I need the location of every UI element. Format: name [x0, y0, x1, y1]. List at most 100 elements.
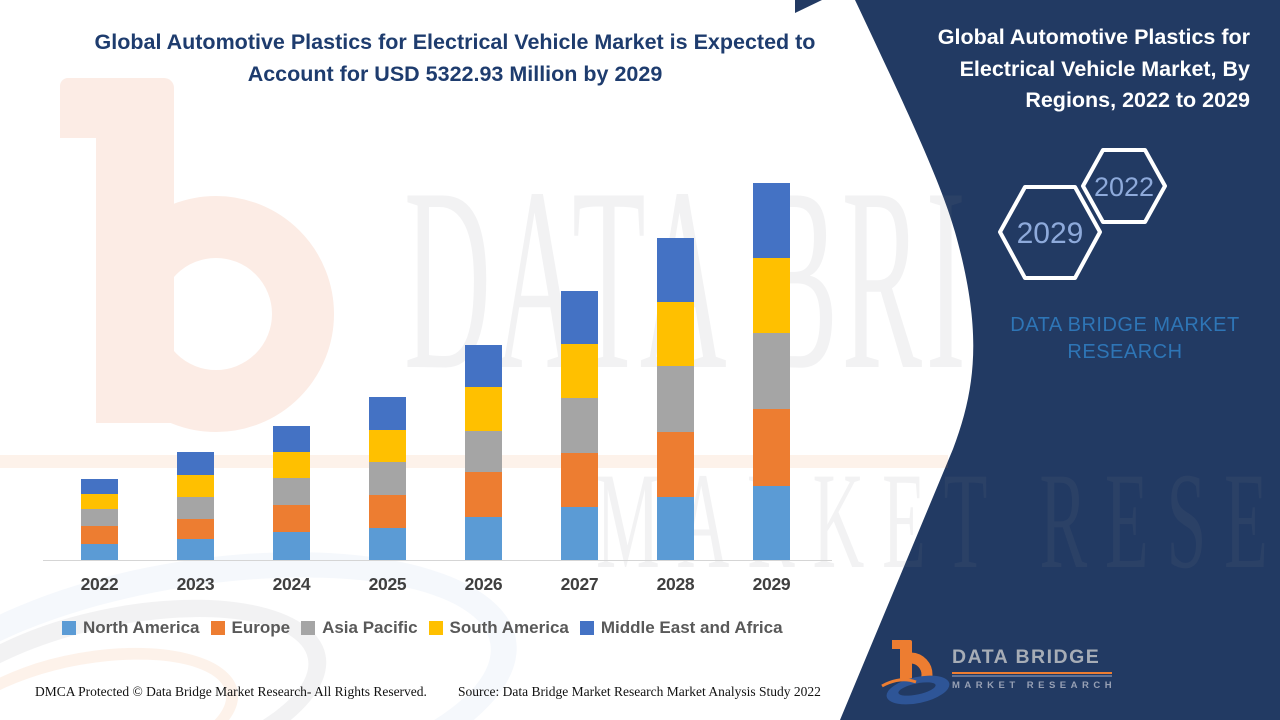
legend-label: North America: [83, 618, 200, 637]
legend-swatch-icon: [579, 621, 594, 635]
x-axis-label: 2027: [560, 574, 599, 594]
stacked-bar-2026: [465, 345, 502, 560]
bar-segment: [81, 544, 118, 560]
bar-segment: [369, 397, 406, 430]
bar-segment: [177, 497, 214, 519]
legend-swatch-icon: [210, 621, 225, 635]
bar-segment: [753, 409, 790, 486]
stacked-bar-2028: [657, 238, 694, 560]
legend-swatch-icon: [62, 621, 76, 635]
legend-item: North America: [62, 618, 200, 638]
chart-title-line1: Global Automotive Plastics for Electrica…: [94, 30, 816, 54]
bar-segment: [657, 432, 694, 497]
dbmr-logo-rule: [952, 675, 1112, 677]
hexagon-2022-shape: [1081, 148, 1167, 224]
stacked-bar-2024: [273, 426, 310, 560]
x-axis-label: 2028: [656, 574, 695, 594]
bar-segment: [273, 532, 310, 560]
bar-segment: [81, 509, 118, 526]
legend-item: Asia Pacific: [301, 618, 418, 638]
brand-line1: DATA BRIDGE MARKET: [1010, 314, 1240, 336]
bar-segment: [561, 344, 598, 398]
x-axis-label: 2029: [752, 574, 791, 594]
legend-swatch-icon: [301, 621, 316, 635]
bar-segment: [657, 302, 694, 366]
footer-source-text: Source: Data Bridge Market Research Mark…: [458, 684, 821, 699]
dbmr-logo: DATA BRIDGE MARKET RESEARCH: [880, 630, 1140, 705]
bar-segment: [369, 462, 406, 495]
dbmr-logo-b-icon: [881, 640, 950, 705]
legend-label: Europe: [231, 618, 291, 637]
x-axis-label: 2026: [464, 574, 503, 594]
x-axis-line: [43, 560, 832, 561]
bar-segment: [561, 453, 598, 507]
dbmr-logo-name: DATA BRIDGE: [952, 646, 1112, 674]
bar-segment: [465, 517, 502, 560]
x-axis-label: 2025: [368, 574, 407, 594]
stacked-bar-2022: [81, 479, 118, 560]
side-panel-shape: [840, 0, 1280, 720]
year-hexagons: 2022 2029: [998, 148, 1167, 280]
bar-segment: [657, 497, 694, 560]
hexagon-2029-label: 2029: [1017, 217, 1084, 250]
panel-title-line2: Electrical Vehicle Market, By: [959, 56, 1250, 81]
hexagon-2029-shape: [998, 185, 1102, 280]
bar-segment: [753, 258, 790, 333]
legend-swatch-icon: [428, 621, 443, 635]
legend-item: South America: [428, 618, 569, 638]
bar-segment: [465, 472, 502, 517]
legend-item: Europe: [210, 618, 291, 638]
x-axis-label: 2024: [272, 574, 311, 594]
bar-segment: [369, 430, 406, 462]
bar-segment: [369, 495, 406, 528]
bar-segment: [753, 183, 790, 258]
stacked-bar-2029: [753, 183, 790, 560]
dbmr-logo-subtitle: MARKET RESEARCH: [952, 680, 1117, 691]
bar-segment: [81, 494, 118, 509]
x-axis-label: 2023: [176, 574, 215, 594]
legend-label: Middle East and Africa: [600, 618, 783, 637]
bar-segment: [273, 505, 310, 532]
hexagon-2022-label: 2022: [1094, 172, 1154, 202]
bar-segment: [273, 478, 310, 505]
bar-segment: [177, 519, 214, 539]
footer-dmca-text: DMCA Protected © Data Bridge Market Rese…: [35, 684, 427, 699]
bar-segment: [657, 238, 694, 302]
bar-segment: [273, 426, 310, 452]
stacked-bar-chart: 2022 2023 2024 2025 2026 2027 2028 2029: [43, 183, 832, 594]
corner-sliver-shape: [795, 0, 822, 13]
bar-segment: [81, 526, 118, 544]
brand-line2: RESEARCH: [1067, 341, 1183, 363]
bar-segment: [81, 479, 118, 494]
bar-segment: [561, 291, 598, 344]
panel-title-line3: Regions, 2022 to 2029: [1025, 88, 1250, 112]
panel-title: Global Automotive Plastics for Electrica…: [925, 22, 1250, 117]
bar-segment: [753, 333, 790, 409]
chart-title-line2: Account for USD 5322.93 Million by 2029: [247, 62, 663, 86]
legend-item: Middle East and Africa: [579, 618, 783, 638]
chart-title: Global Automotive Plastics for Electrica…: [40, 26, 870, 90]
bar-segment: [369, 528, 406, 560]
stacked-bar-2027: [561, 291, 598, 560]
stacked-bar-2023: [177, 452, 214, 560]
bar-segment: [465, 387, 502, 431]
stacked-bar-2025: [369, 397, 406, 560]
bar-segment: [465, 345, 502, 387]
bar-segment: [177, 539, 214, 560]
panel-title-line1: Global Automotive Plastics for: [937, 25, 1250, 49]
x-axis-label: 2022: [80, 574, 119, 594]
bar-segment: [273, 452, 310, 478]
bar-segment: [177, 475, 214, 497]
bar-segment: [177, 452, 214, 475]
legend-label: Asia Pacific: [322, 618, 418, 637]
brand-wordmark: DATA BRIDGE MARKET RESEARCH: [980, 312, 1270, 366]
bar-segment: [753, 486, 790, 560]
legend-label: South America: [449, 618, 569, 637]
bar-segment: [465, 431, 502, 472]
bar-segment: [657, 366, 694, 432]
bar-segment: [561, 398, 598, 453]
chart-legend: North America Europe Asia Pacific South Ame…: [62, 618, 783, 638]
bar-segment: [561, 507, 598, 560]
